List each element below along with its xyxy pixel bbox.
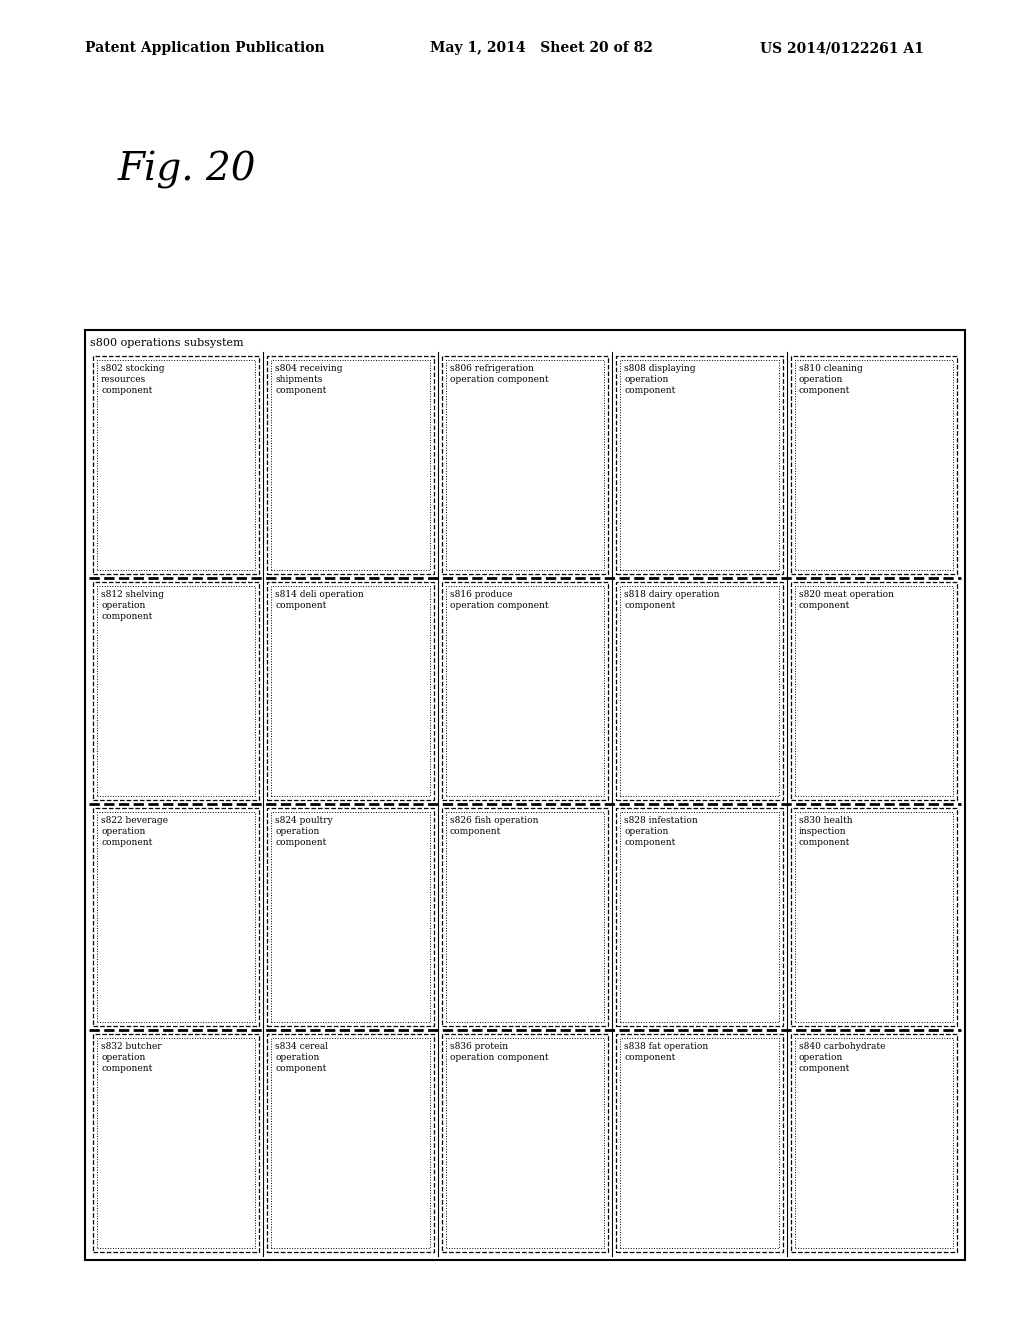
Text: s820 meat operation
component: s820 meat operation component	[799, 590, 894, 610]
Text: Patent Application Publication: Patent Application Publication	[85, 41, 325, 55]
Text: s836 protein
operation component: s836 protein operation component	[450, 1041, 549, 1063]
Text: s812 shelving
operation
component: s812 shelving operation component	[101, 590, 164, 622]
Bar	[441, 582, 608, 800]
Bar	[445, 1038, 604, 1247]
Bar	[271, 360, 430, 570]
Text: s826 fish operation
component: s826 fish operation component	[450, 816, 539, 836]
Text: s822 beverage
operation
component: s822 beverage operation component	[101, 816, 168, 847]
Bar	[616, 356, 782, 574]
Text: s824 poultry
operation
component: s824 poultry operation component	[275, 816, 333, 847]
Text: s840 carbohydrate
operation
component: s840 carbohydrate operation component	[799, 1041, 885, 1073]
Bar	[93, 356, 259, 574]
Text: s830 health
inspection
component: s830 health inspection component	[799, 816, 852, 847]
Text: s808 displaying
operation
component: s808 displaying operation component	[625, 364, 695, 395]
Text: s800 operations subsystem: s800 operations subsystem	[90, 338, 244, 348]
Bar	[441, 356, 608, 574]
Bar	[267, 582, 434, 800]
Bar	[441, 1034, 608, 1251]
Bar	[791, 356, 957, 574]
Bar	[271, 812, 430, 1022]
Bar	[97, 812, 255, 1022]
Bar	[616, 1034, 782, 1251]
Text: s818 dairy operation
component: s818 dairy operation component	[625, 590, 720, 610]
Text: May 1, 2014   Sheet 20 of 82: May 1, 2014 Sheet 20 of 82	[430, 41, 653, 55]
Bar	[791, 582, 957, 800]
Bar	[267, 1034, 434, 1251]
Bar	[441, 808, 608, 1026]
Bar	[97, 1038, 255, 1247]
Text: s810 cleaning
operation
component: s810 cleaning operation component	[799, 364, 862, 395]
Bar	[267, 356, 434, 574]
Text: s828 infestation
operation
component: s828 infestation operation component	[625, 816, 698, 847]
Text: s806 refrigeration
operation component: s806 refrigeration operation component	[450, 364, 549, 384]
Bar	[616, 582, 782, 800]
Bar	[621, 586, 778, 796]
Text: s814 deli operation
component: s814 deli operation component	[275, 590, 365, 610]
Bar	[616, 808, 782, 1026]
Text: s832 butcher
operation
component: s832 butcher operation component	[101, 1041, 162, 1073]
Bar	[267, 808, 434, 1026]
Bar	[795, 586, 953, 796]
Bar	[271, 1038, 430, 1247]
Text: US 2014/0122261 A1: US 2014/0122261 A1	[760, 41, 924, 55]
Text: s804 receiving
shipments
component: s804 receiving shipments component	[275, 364, 343, 395]
Bar	[791, 1034, 957, 1251]
Bar	[621, 812, 778, 1022]
Bar	[97, 586, 255, 796]
Bar	[93, 582, 259, 800]
Bar	[85, 330, 965, 1261]
Text: s802 stocking
resources
component: s802 stocking resources component	[101, 364, 165, 395]
Bar	[795, 812, 953, 1022]
Bar	[445, 586, 604, 796]
Text: s816 produce
operation component: s816 produce operation component	[450, 590, 549, 610]
Bar	[445, 812, 604, 1022]
Bar	[93, 808, 259, 1026]
Bar	[621, 360, 778, 570]
Bar	[97, 360, 255, 570]
Text: Fig. 20: Fig. 20	[118, 150, 256, 189]
Bar	[93, 1034, 259, 1251]
Bar	[791, 808, 957, 1026]
Bar	[621, 1038, 778, 1247]
Text: s838 fat operation
component: s838 fat operation component	[625, 1041, 709, 1063]
Bar	[795, 360, 953, 570]
Text: s834 cereal
operation
component: s834 cereal operation component	[275, 1041, 329, 1073]
Bar	[445, 360, 604, 570]
Bar	[795, 1038, 953, 1247]
Bar	[271, 586, 430, 796]
